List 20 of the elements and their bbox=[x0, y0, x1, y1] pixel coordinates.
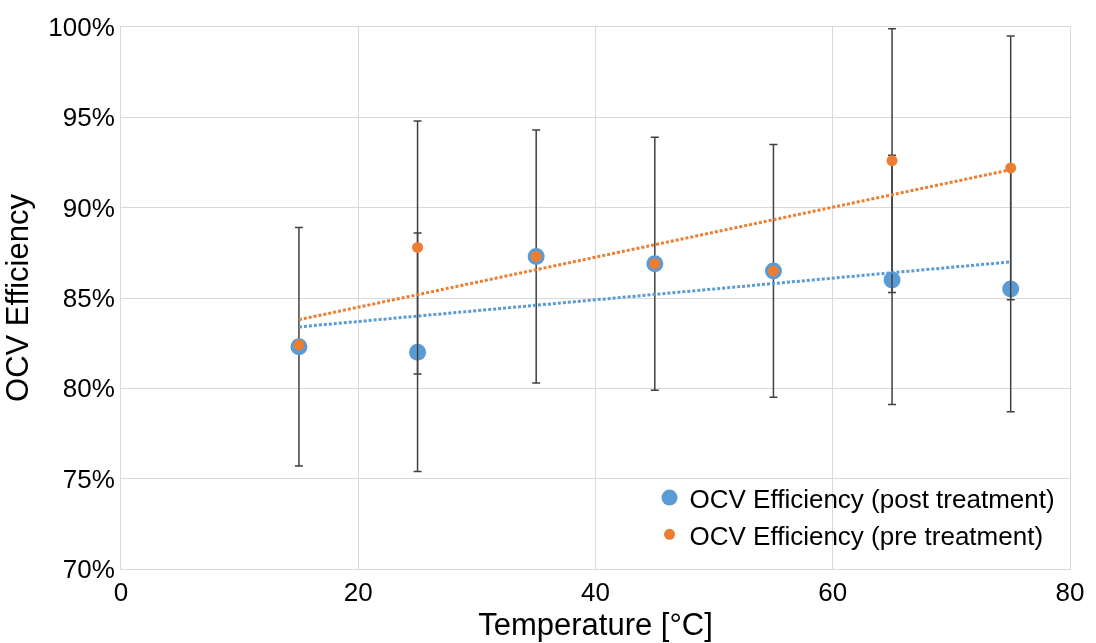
y-tick-label: 80% bbox=[62, 373, 115, 404]
x-tick-label: 20 bbox=[343, 577, 373, 608]
y-tick-label: 95% bbox=[62, 102, 115, 133]
point bbox=[412, 241, 424, 253]
point bbox=[409, 343, 427, 361]
y-tick-label: 85% bbox=[62, 283, 115, 314]
y-tick-label: 75% bbox=[62, 463, 115, 494]
y-tick-label: 100% bbox=[48, 12, 115, 43]
y-tick-label: 90% bbox=[62, 192, 115, 223]
x-tick-label: 0 bbox=[113, 577, 129, 608]
x-tick-label: 80 bbox=[1055, 577, 1085, 608]
point bbox=[1002, 280, 1020, 298]
y-axis-title: OCV Efficiency bbox=[0, 193, 35, 402]
point bbox=[886, 155, 898, 167]
legend-label: OCV Efficiency (post treatment) bbox=[689, 483, 1055, 514]
legend-label: OCV Efficiency (pre treatment) bbox=[689, 520, 1044, 551]
x-tick-label: 60 bbox=[818, 577, 848, 608]
y-tick-label: 70% bbox=[62, 554, 115, 585]
x-axis-title: Temperature [°C] bbox=[478, 607, 713, 643]
x-tick-label: 40 bbox=[581, 577, 610, 608]
